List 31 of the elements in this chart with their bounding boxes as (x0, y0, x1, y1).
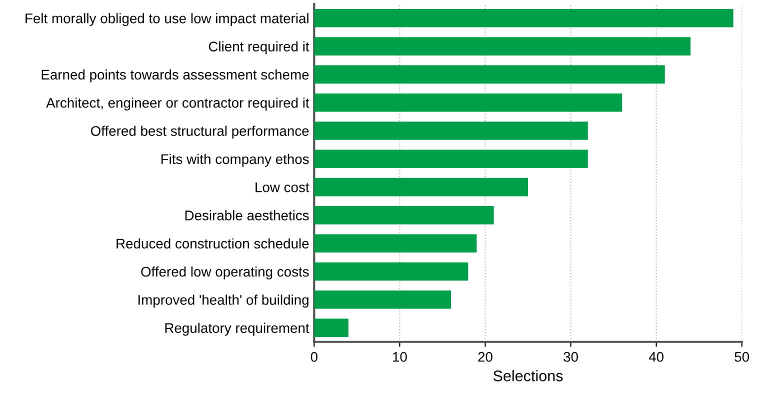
y-tick-label: Offered best structural performance (90, 126, 309, 139)
x-tick-label: 50 (734, 352, 750, 362)
bar (314, 150, 588, 168)
bar (314, 318, 348, 337)
y-tick-label: Client required it (208, 41, 310, 54)
x-tick-label: 30 (564, 352, 578, 362)
bar (314, 262, 468, 281)
x-tick-label: 20 (478, 352, 492, 362)
bar (314, 234, 477, 252)
y-tick-label: Offered low operating costs (141, 266, 309, 280)
bar (314, 206, 494, 224)
bar (314, 37, 691, 56)
y-tick-label: Felt morally obliged to use low impact material (26, 13, 308, 26)
y-tick-label: Reduced construction schedule (116, 238, 309, 249)
y-tick-label: Low cost (256, 182, 310, 192)
y-tick-label: Regulatory requirement (165, 322, 310, 336)
x-tick-label: 0 (310, 352, 318, 362)
bar (314, 290, 452, 309)
bar (314, 178, 528, 196)
y-tick-label: Earned points towards assessment scheme (42, 69, 309, 82)
bar (314, 93, 622, 112)
y-tick-label: Architect, engineer or contractor required it (46, 98, 310, 111)
bar (314, 122, 588, 140)
y-tick-label: Fits with company ethos (161, 154, 309, 167)
x-tick-label: 40 (648, 352, 664, 362)
bar (314, 8, 734, 28)
x-axis-title: Selections (493, 370, 563, 382)
y-tick-label: Improved 'health' of building (138, 294, 308, 308)
y-tick-label: Desirable aesthetics (185, 210, 309, 220)
bar (314, 65, 665, 84)
x-tick-label: 10 (393, 352, 407, 362)
